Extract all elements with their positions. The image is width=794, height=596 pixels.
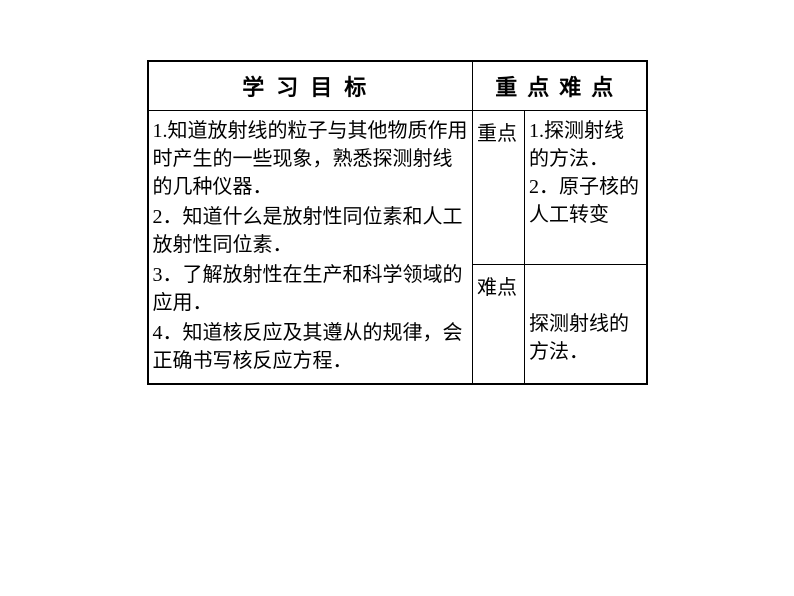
header-keypoints: 重点难点 bbox=[473, 61, 647, 111]
learning-table: 学习目标 重点难点 1.知道放射线的粒子与其他物质作用时产生的一些现象，熟悉探测… bbox=[147, 60, 648, 385]
difficulty-content: 探测射线的方法． bbox=[525, 264, 647, 384]
keypoint-2: 2．原子核的人工转变 bbox=[529, 173, 642, 229]
header-objectives: 学习目标 bbox=[148, 61, 473, 111]
difficulty-text: 探测射线的方法． bbox=[529, 310, 642, 366]
objective-3: 3．了解放射性在生产和科学领域的应用． bbox=[153, 261, 469, 317]
content-row-1: 1.知道放射线的粒子与其他物质作用时产生的一些现象，熟悉探测射线的几种仪器． 2… bbox=[148, 111, 647, 265]
keypoint-content: 1.探测射线的方法． 2．原子核的人工转变 bbox=[525, 111, 647, 265]
objective-1: 1.知道放射线的粒子与其他物质作用时产生的一些现象，熟悉探测射线的几种仪器． bbox=[153, 117, 469, 201]
header-row: 学习目标 重点难点 bbox=[148, 61, 647, 111]
keypoint-label: 重点 bbox=[473, 111, 525, 265]
objectives-cell: 1.知道放射线的粒子与其他物质作用时产生的一些现象，熟悉探测射线的几种仪器． 2… bbox=[148, 111, 473, 385]
difficulty-label: 难点 bbox=[473, 264, 525, 384]
objective-2: 2．知道什么是放射性同位素和人工放射性同位素． bbox=[153, 203, 469, 259]
objective-4: 4．知道核反应及其遵从的规律，会正确书写核反应方程． bbox=[153, 319, 469, 375]
keypoint-1: 1.探测射线的方法． bbox=[529, 117, 642, 173]
